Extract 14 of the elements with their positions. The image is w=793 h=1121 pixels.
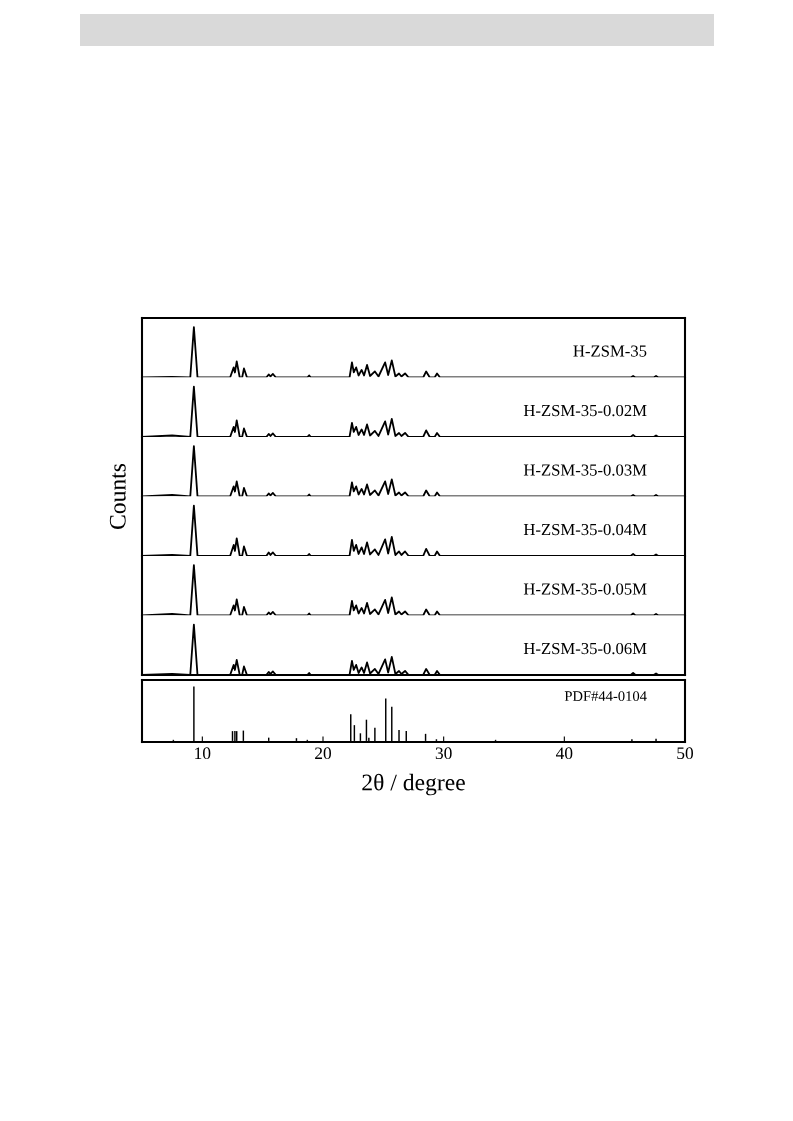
text: PDF#44-0104 [564,691,647,702]
x-tick-label: 10 [195,747,211,760]
series-label: H-ZSM-35-0.05M [523,583,647,595]
x-tick-label: 20 [315,747,332,760]
series-label: H-ZSM-35-0.06M [523,642,647,655]
series-label: H-ZSM-35 [573,345,647,357]
x-tick-label: 30 [435,747,452,760]
series-label: H-ZSM-35-0.04M [523,523,647,536]
x-tick-label: 40 [555,747,573,760]
x-tick-label: 50 [677,747,694,760]
y-axis-title: Counts [109,463,126,529]
x-axis-title: 2θ / degree [362,773,465,796]
series-label: H-ZSM-35-0.02M [523,404,647,417]
series-label: H-ZSM-35-0.03M [523,464,647,476]
